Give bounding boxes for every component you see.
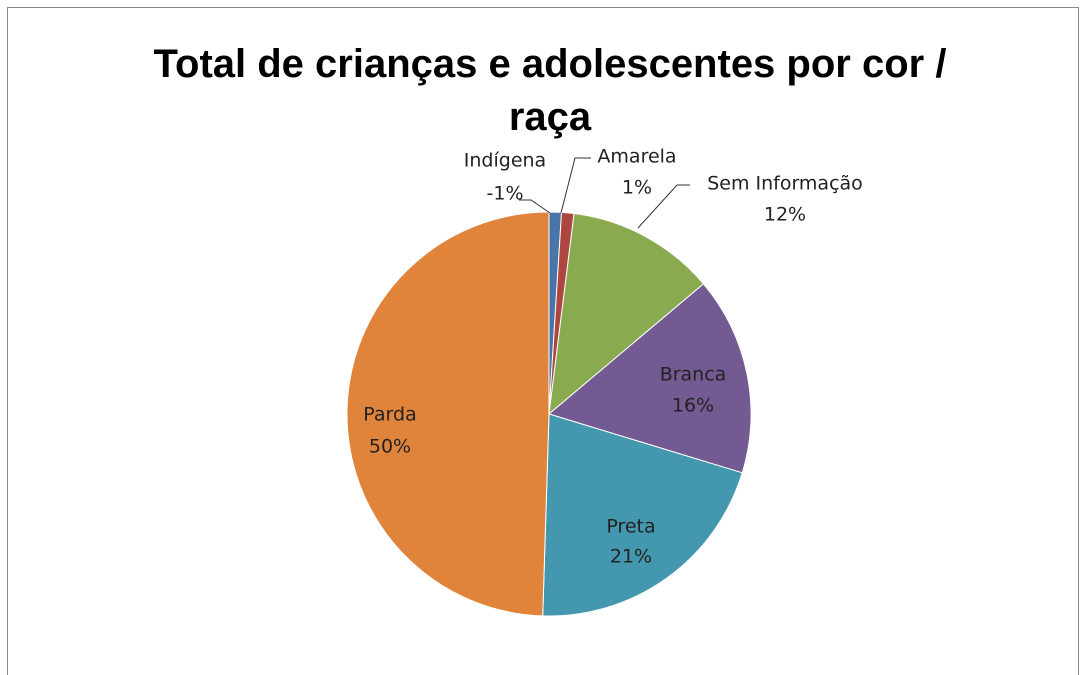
slice-value-label: 16%: [672, 395, 714, 417]
slice-label: Indígena: [464, 150, 546, 172]
leader-line: [637, 184, 690, 229]
slice-label: Amarela: [597, 146, 676, 168]
pie-slice: [542, 413, 743, 617]
slice-value-label: 50%: [369, 436, 411, 458]
slice-label: Sem Informação: [707, 173, 863, 195]
chart-frame: [7, 7, 1079, 675]
leader-line: [560, 157, 591, 214]
pie-slice: [346, 211, 550, 617]
slice-value-label: 1%: [622, 177, 652, 199]
slice-label: Preta: [606, 516, 655, 538]
slice-label: Parda: [363, 404, 416, 426]
slice-value-label: 12%: [764, 204, 806, 226]
chart-title: Total de crianças e adolescentes por cor…: [153, 42, 947, 139]
pie-slice: [548, 213, 705, 416]
slice-value-label: 21%: [610, 546, 652, 568]
slice-label: Branca: [660, 364, 727, 386]
leader-line: [519, 199, 551, 214]
slice-value-label: -1%: [487, 183, 524, 205]
pie-slice: [547, 283, 752, 474]
